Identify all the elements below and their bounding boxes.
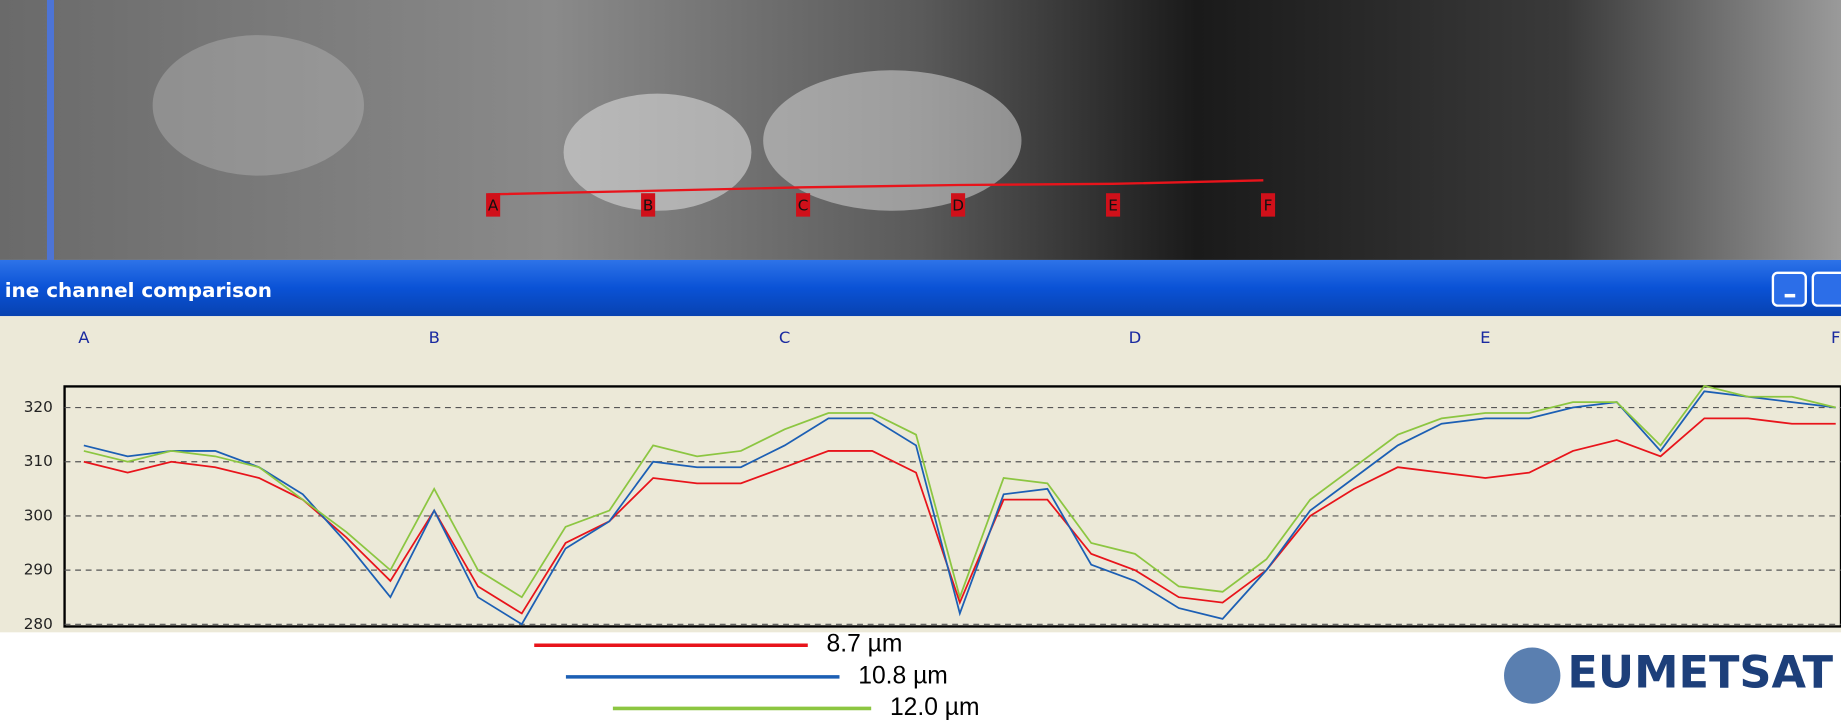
minimize-button[interactable] [1773, 273, 1806, 306]
screenshot: ine channel comparison EUMETSAT A B C D E F 28… [0, 0, 1841, 726]
map-marker-label: E [1108, 197, 1118, 215]
maximize-button[interactable] [1813, 273, 1841, 306]
minimize-icon [1785, 294, 1796, 298]
legend-label: 8.7 µm [827, 631, 903, 658]
frame-edge [47, 0, 54, 260]
y-tick-label: 280 [24, 615, 53, 633]
x-tick-label: F [1831, 328, 1840, 347]
window-title: ine channel comparison [5, 279, 272, 302]
logo-globe [1504, 648, 1560, 704]
y-tick-label: 300 [24, 506, 53, 524]
map-marker-label: A [488, 197, 499, 215]
x-tick-label: B [429, 328, 440, 347]
x-tick-label: A [78, 328, 90, 347]
cloud [763, 70, 1021, 211]
map-marker-label: C [798, 197, 809, 215]
plot-area [65, 386, 1841, 626]
legend-label: 10.8 µm [858, 662, 948, 689]
map-marker-label: D [952, 197, 964, 215]
title-bar [0, 260, 1841, 316]
cloud [153, 35, 364, 176]
page: ine channel comparison EUMETSAT A B C D E F 28… [0, 0, 1841, 726]
legend-label: 12.0 µm [890, 694, 980, 721]
x-tick-label: C [779, 328, 790, 347]
map-marker-label: B [643, 197, 653, 215]
x-tick-label: E [1480, 328, 1490, 347]
x-tick-label: D [1129, 328, 1142, 347]
y-tick-label: 310 [24, 452, 53, 470]
logo: EUMETSAT [1567, 647, 1833, 699]
map-marker-label: F [1264, 197, 1273, 215]
y-tick-label: 290 [24, 561, 53, 579]
y-tick-label: 320 [24, 398, 53, 416]
